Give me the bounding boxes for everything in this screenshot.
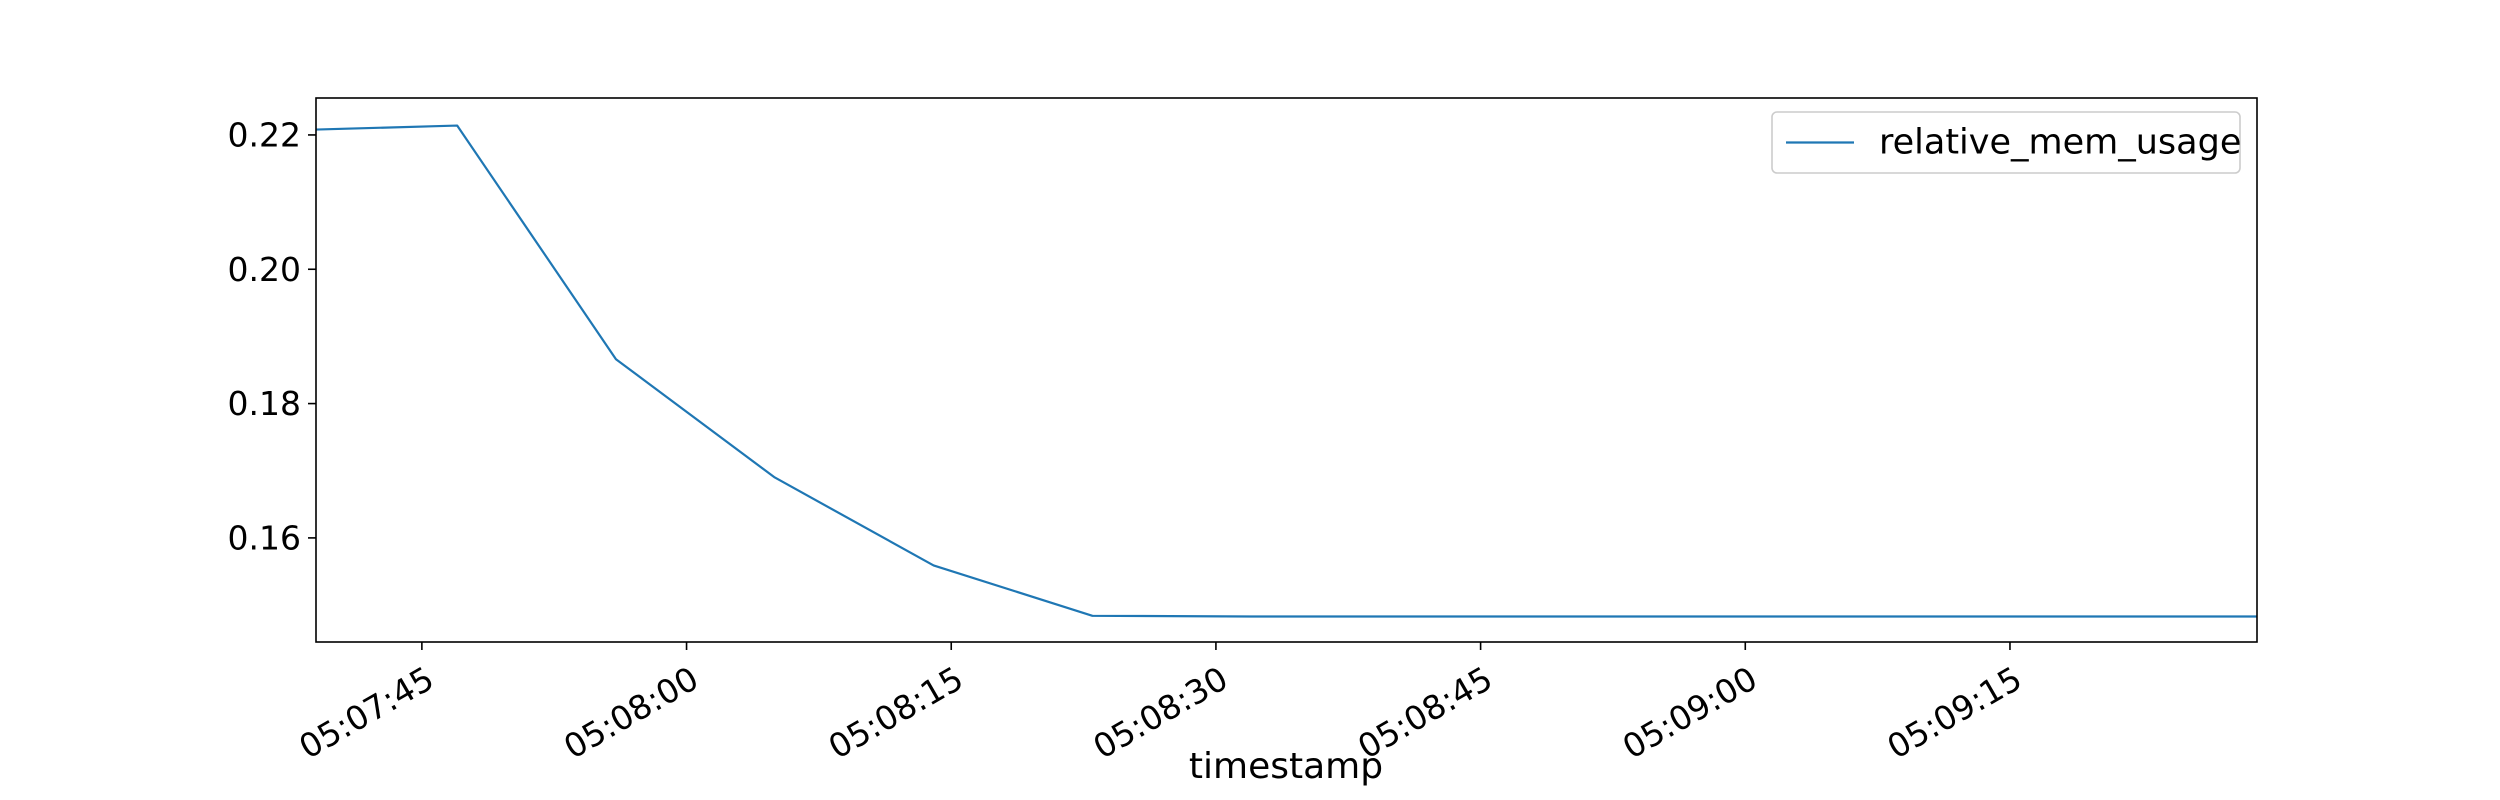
y-axis: 0.16 0.18 0.20 0.22 <box>228 115 316 557</box>
plot-area <box>316 98 2257 642</box>
y-tick-label-1: 0.18 <box>228 384 301 423</box>
series-layer <box>315 124 2257 618</box>
plot-frame <box>315 97 2258 643</box>
legend: relative_mem_usage <box>1771 111 2241 174</box>
series-line-0 <box>315 124 2257 618</box>
y-tick-label-3: 0.22 <box>228 115 301 154</box>
x-axis-label: timestamp <box>1189 746 1383 787</box>
legend-box <box>1771 111 2241 174</box>
legend-label-0: relative_mem_usage <box>1879 123 2241 163</box>
y-tick-label-2: 0.20 <box>228 250 301 289</box>
y-tick-label-0: 0.16 <box>228 518 301 557</box>
